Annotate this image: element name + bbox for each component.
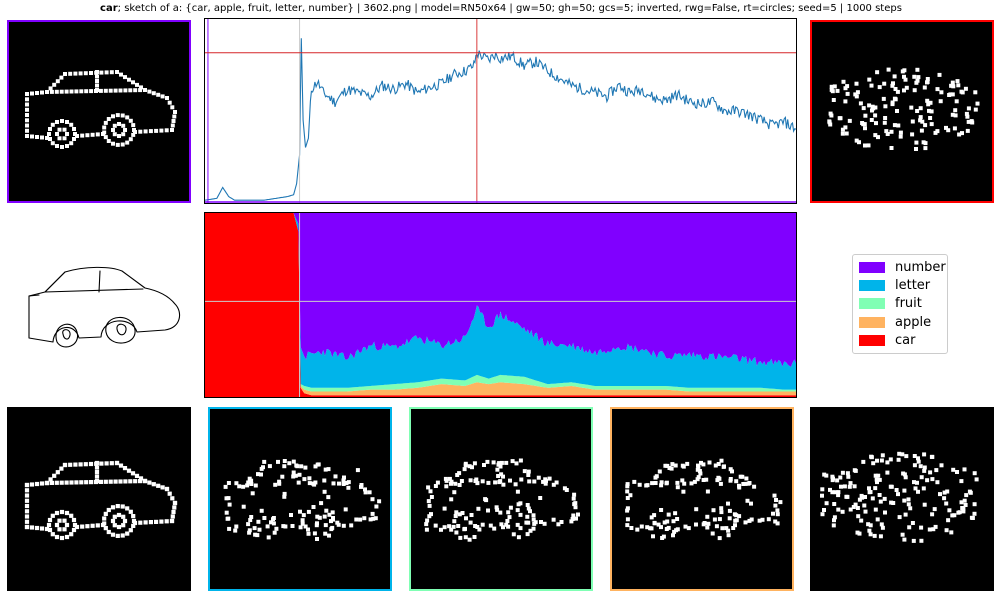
- dot-drawing-random: [820, 451, 979, 543]
- legend-swatch-apple: [859, 316, 885, 328]
- source-sketch: [7, 214, 191, 398]
- tile-optimized-apple: [610, 407, 794, 591]
- dot-drawing-scattered: [827, 67, 980, 151]
- tile-random-scatter: [810, 407, 994, 591]
- title-target-word: car: [100, 3, 118, 14]
- score-line-chart: [204, 18, 797, 204]
- legend-swatch-car: [859, 335, 885, 347]
- title-details: ; sketch of a: {car, apple, fruit, lette…: [117, 3, 902, 14]
- dot-drawing-car-clean: [24, 460, 178, 541]
- sketch-rear-line: [28, 294, 40, 297]
- line-chart-svg: [204, 18, 797, 204]
- legend-label-number: number: [895, 259, 946, 275]
- dot-drawing-car-noisy-1: [223, 459, 382, 541]
- area-chart-svg: [204, 212, 797, 398]
- legend-entry-car: car: [859, 332, 941, 350]
- legend-entry-number: number: [859, 258, 946, 276]
- legend-entry-apple: apple: [859, 313, 941, 331]
- tile-optimized-car: [810, 20, 994, 203]
- legend-swatch-fruit: [859, 298, 885, 310]
- sketch-door-line: [98, 270, 101, 293]
- class-probability-area-chart: [204, 212, 797, 398]
- legend-swatch-number: [859, 261, 885, 273]
- tile-optimized-letter: [208, 407, 392, 591]
- legend-entry-letter: letter: [859, 276, 941, 294]
- area-car: [205, 213, 796, 397]
- dot-drawing-car-noisy-2: [424, 458, 580, 542]
- sketch-window-line: [44, 271, 144, 293]
- sketch-rear-wheel: [105, 316, 136, 344]
- sketch-front-wheel: [55, 323, 79, 348]
- legend-label-letter: letter: [895, 278, 931, 294]
- tile-initial-car: [7, 407, 191, 591]
- area-letter: [205, 213, 796, 390]
- legend-label-car: car: [895, 333, 916, 349]
- legend-label-apple: apple: [895, 314, 932, 330]
- sketch-front-wheel-hub: [62, 329, 71, 340]
- series-line: [204, 38, 797, 201]
- tile-optimized-fruit: [409, 407, 593, 591]
- area-number: [205, 213, 796, 367]
- sketch-rear-wheel-hub: [116, 323, 127, 336]
- dot-drawing-car-noisy-3: [625, 458, 783, 541]
- dot-drawing-car-grid: [25, 70, 177, 149]
- figure-title: car; sketch of a: {car, apple, fruit, le…: [0, 3, 1002, 14]
- car-sketch-outline: [28, 266, 181, 348]
- legend-swatch-letter: [859, 280, 885, 292]
- line-chart-frame: [204, 18, 797, 204]
- tile-optimized-number: [7, 20, 191, 203]
- legend-entry-fruit: fruit: [859, 295, 941, 313]
- sketch-body: [28, 266, 181, 343]
- legend-label-fruit: fruit: [895, 296, 922, 312]
- chart-legend: number letter fruit apple car: [852, 254, 948, 354]
